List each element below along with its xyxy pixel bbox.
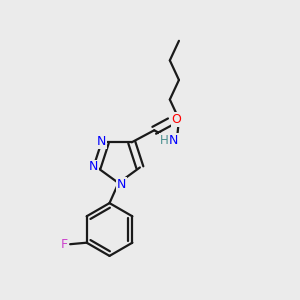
Text: O: O [172, 113, 182, 126]
Text: N: N [97, 135, 106, 148]
Text: N: N [89, 160, 98, 173]
Text: N: N [169, 134, 178, 147]
Text: N: N [117, 178, 126, 191]
Text: F: F [61, 238, 68, 251]
Text: H: H [160, 134, 169, 147]
